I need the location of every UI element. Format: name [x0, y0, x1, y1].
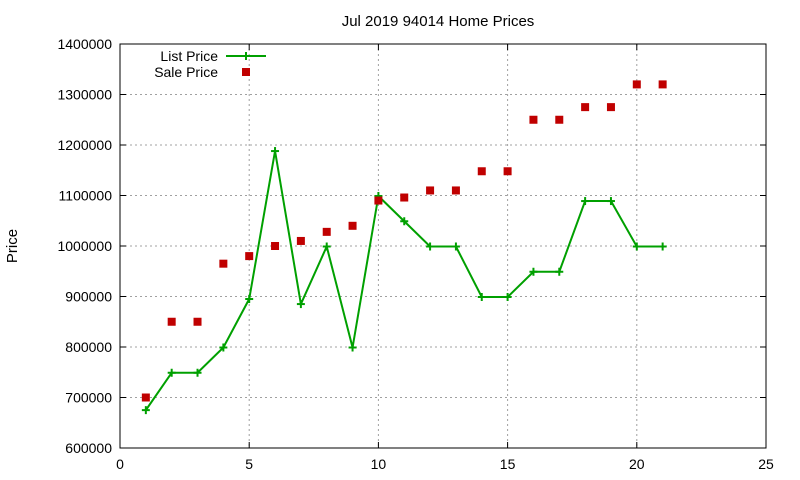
sale-price-point: [606, 103, 615, 112]
sale-price-point: [141, 393, 150, 402]
y-tick-label: 1200000: [57, 137, 112, 153]
sale-price-point: [271, 242, 280, 250]
sale-price-point: [193, 317, 202, 326]
sale-price-point: [348, 221, 357, 230]
list-price-point: [167, 368, 176, 377]
list-price-line: [145, 150, 663, 411]
y-tick-label: 900000: [65, 289, 112, 305]
series-list-price: [141, 147, 667, 415]
list-price-point: [296, 300, 305, 309]
legend-label: Sale Price: [154, 64, 218, 80]
list-price-point: [555, 267, 564, 276]
list-price-point: [632, 242, 641, 251]
y-tick-label: 700000: [65, 390, 112, 406]
x-tick-label: 15: [500, 456, 516, 472]
sale-price-point: [426, 186, 435, 195]
list-price-point: [245, 295, 254, 304]
legend-plus-marker: [242, 52, 250, 60]
sale-price-point: [529, 115, 538, 124]
list-price-point: [606, 197, 615, 206]
sale-price-point: [296, 236, 305, 245]
legend-label: List Price: [160, 48, 218, 64]
sale-price-point: [658, 80, 667, 89]
y-tick-label: 1400000: [57, 36, 112, 52]
sale-price-point: [451, 186, 460, 195]
x-tick-label: 5: [245, 456, 253, 472]
list-price-point: [426, 242, 435, 251]
x-tick-label: 10: [371, 456, 387, 472]
list-price-point: [477, 293, 486, 302]
sale-price-point: [503, 167, 512, 176]
list-price-point: [193, 368, 202, 377]
list-price-point: [348, 343, 357, 352]
legend-square-marker: [242, 68, 250, 76]
chart-title: Jul 2019 94014 Home Prices: [342, 13, 535, 30]
sale-price-point: [245, 252, 254, 261]
list-price-point: [581, 197, 590, 206]
sale-price-point: [632, 80, 641, 89]
x-tick-label: 0: [116, 456, 124, 472]
list-price-point: [271, 147, 280, 156]
series-sale-price: [141, 80, 667, 402]
list-price-point: [503, 293, 512, 302]
sale-price-point: [400, 193, 409, 202]
y-tick-label: 1300000: [57, 87, 112, 103]
list-price-point: [529, 267, 538, 276]
sale-price-point: [322, 227, 331, 236]
y-tick-label: 800000: [65, 339, 112, 355]
sale-price-point: [555, 115, 564, 124]
x-tick-label: 20: [629, 456, 645, 472]
axes: 0 5 10 15 20 25 600000 700000 800000 900000 100000…: [57, 36, 774, 472]
data-series: [141, 80, 667, 415]
y-tick-label: 1000000: [57, 238, 112, 254]
list-price-point: [141, 406, 150, 415]
x-tick-label: 25: [758, 456, 774, 472]
sale-price-point: [167, 317, 176, 326]
list-price-point: [322, 242, 331, 251]
sale-price-point: [374, 196, 383, 205]
sale-price-point: [477, 167, 486, 176]
list-price-point: [219, 343, 228, 352]
sale-price-point: [219, 259, 228, 268]
y-tick-label: 1100000: [59, 188, 113, 204]
sale-price-point: [581, 103, 590, 112]
list-price-point: [400, 217, 409, 226]
y-axis-label: Price: [4, 229, 21, 263]
list-price-point: [658, 242, 667, 251]
y-tick-label: 600000: [65, 440, 112, 456]
list-price-point: [451, 242, 460, 251]
